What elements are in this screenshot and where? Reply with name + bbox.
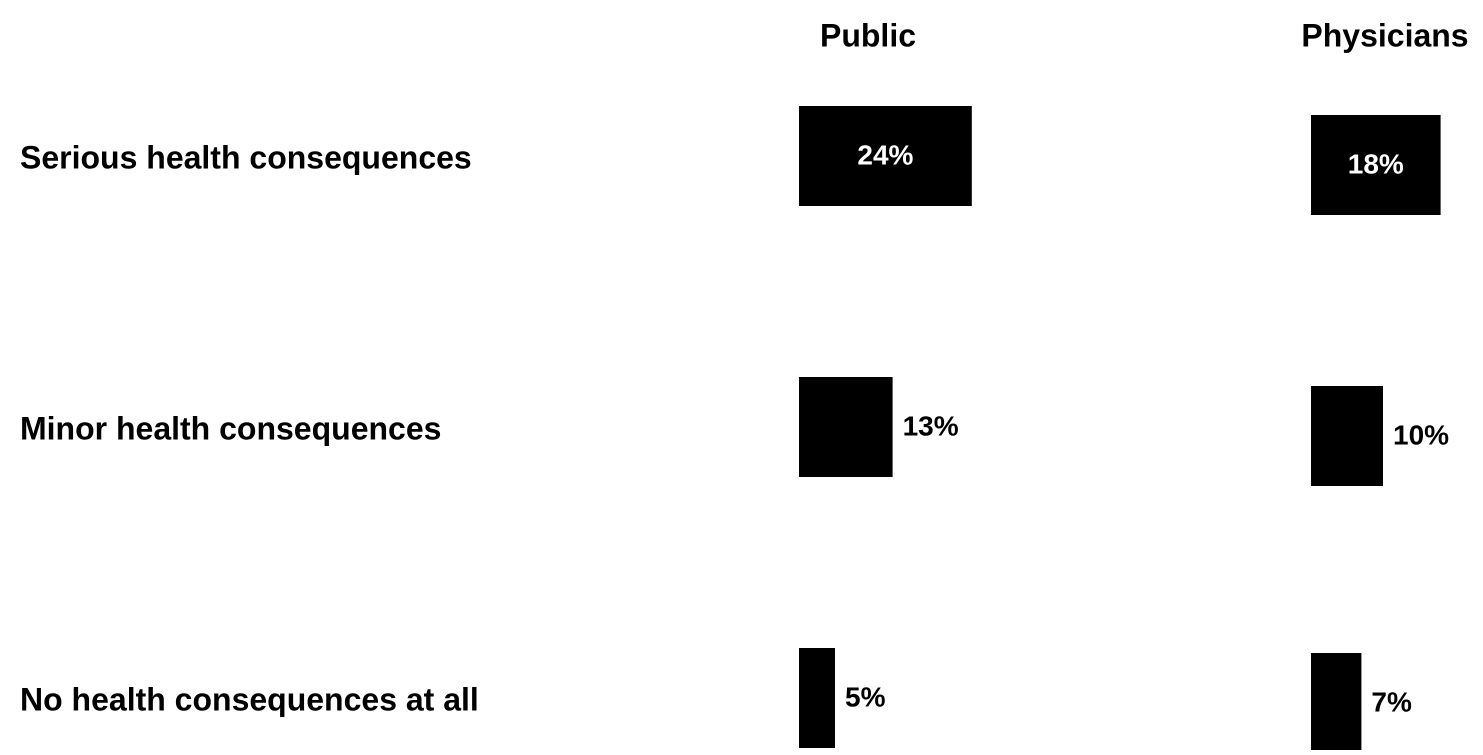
category-label-1: Minor health consequences [20, 410, 441, 446]
data-label-1-1: 10% [1393, 419, 1449, 450]
data-label-0-0: 24% [857, 139, 913, 170]
series-header-0: Public [820, 17, 916, 53]
bar-0-1 [799, 377, 893, 477]
bar-1-0 [1311, 115, 1441, 215]
data-label-1-0: 18% [1348, 148, 1404, 179]
series-header-1: Physicians [1301, 17, 1468, 53]
data-label-1-2: 7% [1371, 686, 1412, 717]
data-label-0-2: 5% [845, 681, 886, 712]
bar-0-0 [799, 106, 972, 206]
bar-1-1 [1311, 386, 1383, 486]
category-label-2: No health consequences at all [20, 681, 479, 717]
bar-1-2 [1311, 653, 1362, 753]
data-label-0-1: 13% [903, 410, 959, 441]
bar-0-2 [799, 648, 835, 748]
category-label-0: Serious health consequences [20, 139, 472, 175]
